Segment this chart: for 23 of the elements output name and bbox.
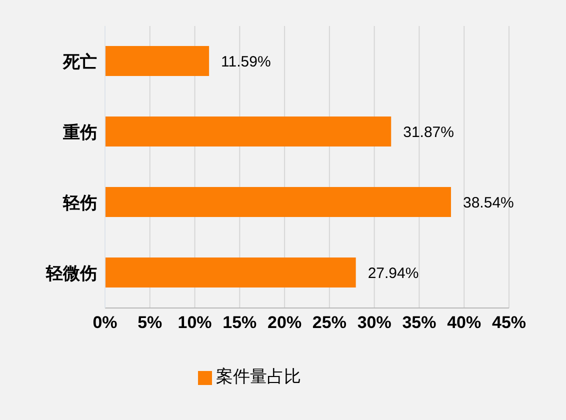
y-tick-label: 重伤: [62, 122, 97, 142]
x-tick-label: 40%: [447, 313, 482, 332]
bar: [105, 46, 210, 76]
x-tick-label: 15%: [222, 313, 257, 332]
x-tick-label: 5%: [138, 313, 162, 332]
data-label: 11.59%: [221, 53, 271, 70]
bar: [105, 258, 356, 288]
y-tick-label: 轻微伤: [45, 264, 97, 283]
legend-label: 案件量占比: [216, 367, 301, 386]
data-label: 38.54%: [463, 194, 514, 212]
x-tick-label: 10%: [178, 313, 212, 332]
bar: [105, 116, 392, 146]
x-tick-label: 0%: [92, 313, 118, 332]
x-tick-label: 45%: [492, 313, 526, 332]
y-tick-label: 轻伤: [62, 193, 97, 212]
bar: [105, 187, 452, 217]
x-tick-label: 25%: [312, 313, 346, 332]
x-tick-label: 20%: [268, 313, 302, 332]
x-tick-label: 35%: [402, 313, 436, 332]
data-label: 27.94%: [368, 264, 419, 282]
data-label: 31.87%: [403, 124, 454, 141]
x-tick-label: 30%: [357, 313, 392, 332]
y-tick-label: 死亡: [62, 52, 97, 72]
